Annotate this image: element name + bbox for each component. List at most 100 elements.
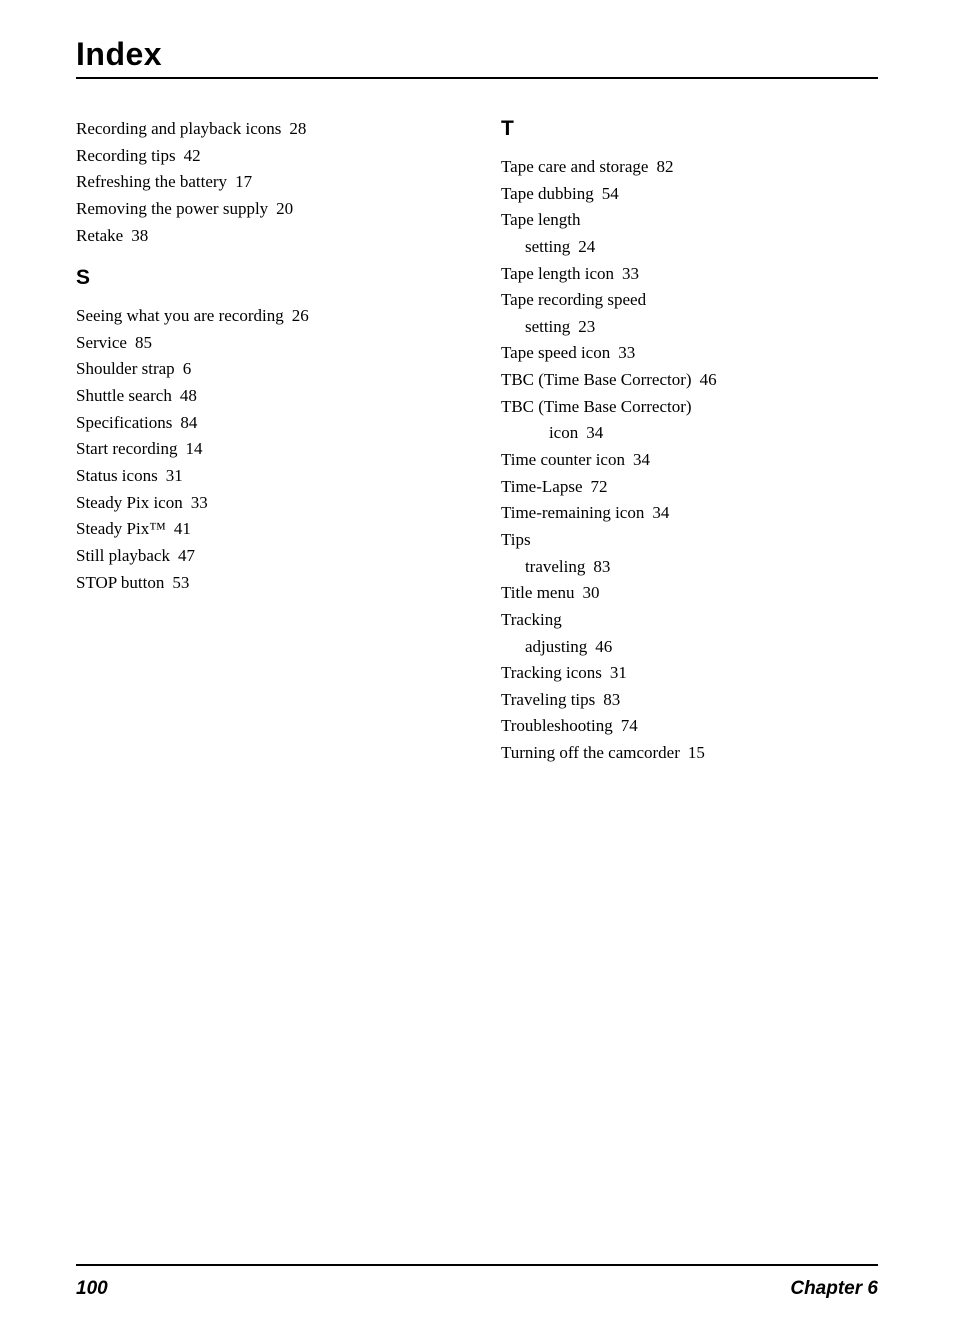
- entry-text: setting: [525, 237, 570, 256]
- entry-page: 34: [652, 503, 669, 522]
- index-entry: Status icons 31: [76, 464, 461, 489]
- index-entry: Refreshing the battery17: [76, 170, 461, 195]
- entry-page: 28: [289, 119, 306, 138]
- entry-page: 33: [618, 343, 635, 362]
- index-entry: Traveling tips83: [501, 688, 886, 713]
- entry-text: traveling: [525, 557, 585, 576]
- entry-page: 84: [180, 413, 197, 432]
- index-entry: traveling 83: [501, 555, 886, 580]
- entry-text: Tips: [501, 530, 531, 549]
- entry-page: 53: [172, 573, 189, 592]
- left-column: Recording and playback icons28Recording …: [76, 117, 461, 768]
- pre-entries: Recording and playback icons28Recording …: [76, 117, 461, 248]
- entry-page: 72: [590, 477, 607, 496]
- index-entry: Tape speed icon33: [501, 341, 886, 366]
- entry-text: Service: [76, 333, 127, 352]
- index-entry: icon 34: [501, 421, 886, 446]
- entry-text: TBC (Time Base Corrector): [501, 397, 692, 416]
- entry-text: Retake: [76, 226, 123, 245]
- entry-text: Tape length icon: [501, 264, 614, 283]
- entry-page: 34: [586, 423, 603, 442]
- entry-page: 48: [180, 386, 197, 405]
- index-entry: Turning off the camcorder 15: [501, 741, 886, 766]
- entry-text: Tracking: [501, 610, 562, 629]
- entry-page: 23: [578, 317, 595, 336]
- index-entry: Retake 38: [76, 224, 461, 249]
- entry-page: 33: [622, 264, 639, 283]
- entry-text: Turning off the camcorder: [501, 743, 680, 762]
- index-entry: STOP button 53: [76, 571, 461, 596]
- index-entry: TBC (Time Base Corrector): [501, 395, 886, 420]
- entry-text: Status icons: [76, 466, 158, 485]
- page-footer: 100 Chapter 6: [76, 1264, 878, 1300]
- index-entry: setting 23: [501, 315, 886, 340]
- entry-text: Time-Lapse: [501, 477, 583, 496]
- entry-text: setting: [525, 317, 570, 336]
- index-entry: Start recording 14: [76, 437, 461, 462]
- entry-page: 85: [135, 333, 152, 352]
- entry-page: 34: [633, 450, 650, 469]
- entry-text: Seeing what you are recording: [76, 306, 284, 325]
- index-entry: Removing the power supply 20: [76, 197, 461, 222]
- section-t-entries: Tape care and storage82Tape dubbing54Tap…: [501, 155, 886, 766]
- index-entry: Steady Pix icon33: [76, 491, 461, 516]
- entry-page: 6: [183, 359, 192, 378]
- index-entry: setting24: [501, 235, 886, 260]
- entry-text: icon: [549, 423, 578, 442]
- entry-page: 42: [184, 146, 201, 165]
- entry-page: 31: [610, 663, 627, 682]
- entry-text: Removing the power supply: [76, 199, 268, 218]
- index-entry: Time-Lapse 72: [501, 475, 886, 500]
- index-entry: Tape recording speed: [501, 288, 886, 313]
- entry-page: 83: [593, 557, 610, 576]
- entry-text: Shoulder strap: [76, 359, 175, 378]
- index-entry: Still playback47: [76, 544, 461, 569]
- entry-text: TBC (Time Base Corrector): [501, 370, 692, 389]
- entry-page: 38: [131, 226, 148, 245]
- entry-page: 20: [276, 199, 293, 218]
- entry-text: Tracking icons: [501, 663, 602, 682]
- section-letter-t: T: [501, 117, 886, 141]
- index-entry: Tape length: [501, 208, 886, 233]
- page-title: Index: [76, 36, 878, 79]
- entry-page: 33: [191, 493, 208, 512]
- entry-text: Traveling tips: [501, 690, 595, 709]
- index-entry: Tracking icons 31: [501, 661, 886, 686]
- entry-page: 30: [582, 583, 599, 602]
- entry-text: STOP button: [76, 573, 164, 592]
- index-entry: Shuttle search 48: [76, 384, 461, 409]
- index-entry: Shoulder strap 6: [76, 357, 461, 382]
- entry-text: Refreshing the battery: [76, 172, 227, 191]
- entry-page: 46: [700, 370, 717, 389]
- entry-page: 14: [186, 439, 203, 458]
- chapter-label: Chapter 6: [790, 1278, 878, 1300]
- entry-page: 82: [656, 157, 673, 176]
- section-letter-s: S: [76, 266, 461, 290]
- entry-page: 41: [174, 519, 191, 538]
- right-column: T Tape care and storage82Tape dubbing54T…: [501, 117, 886, 768]
- index-entry: Tips: [501, 528, 886, 553]
- index-entry: adjusting46: [501, 635, 886, 660]
- index-entry: Title menu 30: [501, 581, 886, 606]
- entry-text: Still playback: [76, 546, 170, 565]
- index-entry: TBC (Time Base Corrector) 46: [501, 368, 886, 393]
- entry-text: adjusting: [525, 637, 587, 656]
- entry-page: 54: [602, 184, 619, 203]
- entry-text: Time-remaining icon: [501, 503, 644, 522]
- index-entry: Recording tips 42: [76, 144, 461, 169]
- entry-text: Steady Pix™: [76, 519, 166, 538]
- entry-text: Title menu: [501, 583, 575, 602]
- entry-page: 26: [292, 306, 309, 325]
- entry-text: Start recording: [76, 439, 178, 458]
- entry-text: Recording tips: [76, 146, 176, 165]
- index-entry: Recording and playback icons 28: [76, 117, 461, 142]
- index-entry: Service 85: [76, 331, 461, 356]
- entry-text: Tape recording speed: [501, 290, 646, 309]
- entry-text: Shuttle search: [76, 386, 172, 405]
- entry-text: Time counter icon: [501, 450, 625, 469]
- entry-text: Troubleshooting: [501, 716, 613, 735]
- entry-page: 15: [688, 743, 705, 762]
- entry-text: Recording and playback icons: [76, 119, 281, 138]
- entry-page: 31: [166, 466, 183, 485]
- index-entry: Tracking: [501, 608, 886, 633]
